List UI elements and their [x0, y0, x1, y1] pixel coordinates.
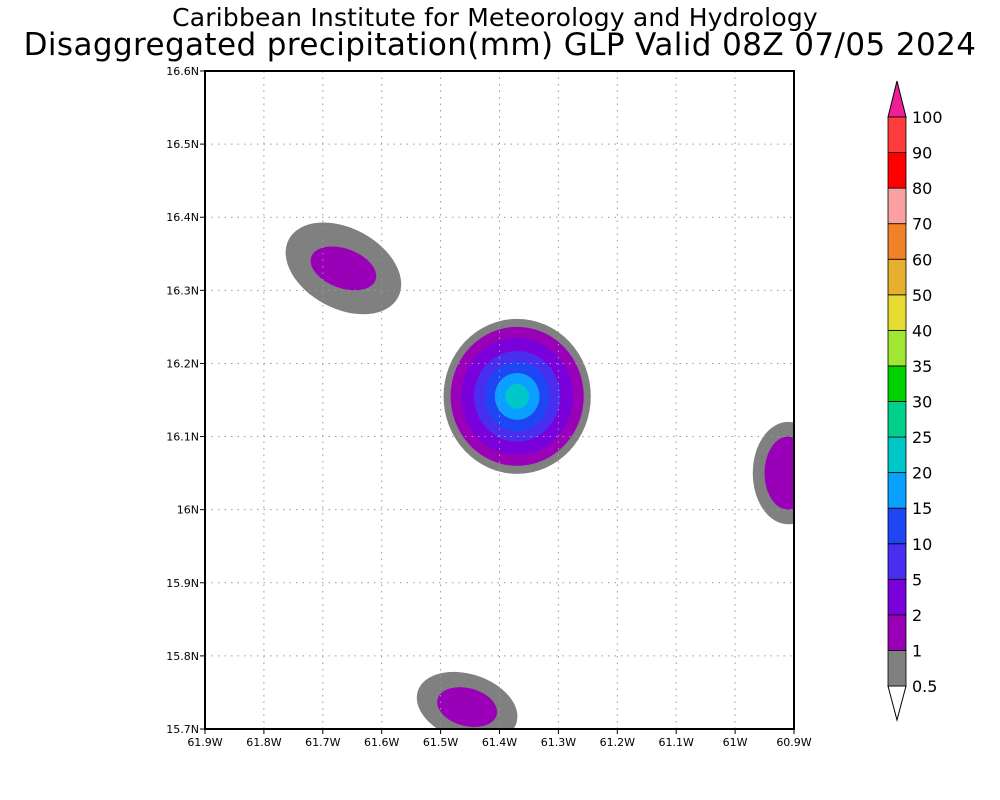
colorbar-band	[887, 294, 907, 331]
colorbar-band	[887, 365, 907, 402]
x-tick-label: 61.1W	[659, 736, 694, 749]
y-tick-label: 15.9N	[166, 577, 199, 590]
colorbar-label: 2	[912, 606, 922, 625]
colorbar-label: 100	[912, 108, 943, 127]
x-tick-label: 61.3W	[541, 736, 576, 749]
cell-north-west-contour-1	[310, 246, 377, 291]
colorbar-band	[887, 116, 907, 153]
cell-south-contour-1	[437, 687, 498, 728]
colorbar-band	[887, 223, 907, 260]
y-tick-label: 16.1N	[166, 431, 199, 444]
colorbar-band	[887, 187, 907, 225]
x-tick-label: 60.9W	[776, 736, 811, 749]
colorbar-top-arrow	[887, 80, 907, 118]
x-tick-label: 61.7W	[305, 736, 340, 749]
y-tick-label: 16.2N	[166, 357, 199, 370]
x-tick-label: 61W	[723, 736, 748, 749]
colorbar-band	[887, 614, 907, 651]
colorbar-label: 90	[912, 144, 932, 163]
colorbar-label: 0.5	[912, 677, 937, 696]
colorbar-label: 80	[912, 179, 932, 198]
colorbar-label: 60	[912, 250, 932, 269]
cell-central-contour-6	[505, 383, 529, 409]
colorbar-band	[887, 401, 907, 438]
x-tick-label: 61.2W	[600, 736, 635, 749]
cell-east-edge-contour-1	[764, 436, 794, 510]
y-tick-label: 16.3N	[166, 284, 199, 297]
colorbar-band	[887, 578, 907, 616]
y-tick-label: 16N	[177, 504, 199, 517]
colorbar-band	[887, 472, 907, 509]
colorbar-label: 20	[912, 464, 932, 483]
colorbar-band	[887, 258, 907, 296]
colorbar-label: 15	[912, 499, 932, 518]
y-tick-label: 15.8N	[166, 650, 199, 663]
colorbar-label: 30	[912, 393, 932, 412]
colorbar-label: 10	[912, 535, 932, 554]
colorbar-label: 70	[912, 215, 932, 234]
title-line-1: Caribbean Institute for Meteorology and …	[172, 3, 818, 32]
colorbar-label: 5	[912, 570, 922, 589]
precip-cells	[285, 222, 794, 729]
colorbar-bottom-arrow	[887, 685, 907, 722]
colorbar-band	[887, 650, 907, 687]
colorbar-label: 40	[912, 321, 932, 340]
x-tick-label: 61.6W	[364, 736, 399, 749]
title-line-2: Disaggregated precipitation(mm) GLP Vali…	[23, 27, 977, 63]
colorbar-label: 25	[912, 428, 932, 447]
x-tick-label: 61.8W	[246, 736, 281, 749]
colorbar-band	[887, 543, 907, 580]
y-tick-label: 16.4N	[166, 211, 199, 224]
colorbar-band	[887, 329, 907, 367]
colorbar-label: 50	[912, 286, 932, 305]
colorbar-band	[887, 507, 907, 545]
y-tick-label: 16.5N	[166, 138, 199, 151]
y-tick-label: 15.7N	[166, 723, 199, 736]
y-tick-label: 16.6N	[166, 65, 199, 78]
x-tick-label: 61.5W	[423, 736, 458, 749]
colorbar-label: 35	[912, 357, 932, 376]
x-tick-label: 61.9W	[187, 736, 222, 749]
colorbar-band	[887, 436, 907, 474]
colorbar-label: 1	[912, 641, 922, 660]
x-tick-label: 61.4W	[482, 736, 517, 749]
colorbar-band	[887, 152, 907, 189]
